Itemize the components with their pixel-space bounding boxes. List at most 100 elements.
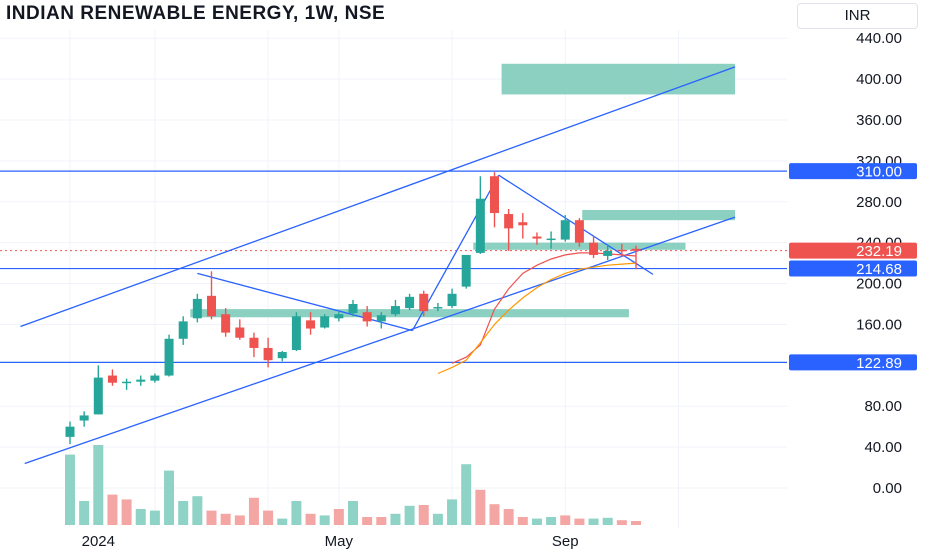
candle-body xyxy=(93,377,103,415)
candle xyxy=(150,373,160,383)
trendline xyxy=(20,66,736,328)
level-badge-text: 310.00 xyxy=(856,164,902,181)
candle xyxy=(617,243,627,257)
candle-body xyxy=(235,327,245,338)
volume-bar xyxy=(121,499,132,525)
candle-body xyxy=(263,347,273,361)
candle-body xyxy=(164,338,174,376)
candle xyxy=(277,351,287,362)
candle-body xyxy=(306,320,316,329)
zone-rect xyxy=(582,209,736,221)
y-tick-label: 200.00 xyxy=(856,276,902,293)
grid xyxy=(0,30,787,528)
candle-body xyxy=(546,238,556,241)
candle-body xyxy=(150,375,160,381)
volume-bar xyxy=(447,499,458,525)
y-tick-label: 280.00 xyxy=(856,194,902,211)
candle xyxy=(362,306,372,327)
trendline xyxy=(24,216,736,465)
candle xyxy=(164,334,174,377)
candle-body xyxy=(518,222,528,226)
y-axis: 440.00400.00360.00320.00280.00240.00200.… xyxy=(856,30,902,497)
volume-bar xyxy=(348,501,358,525)
volume-bar xyxy=(432,513,443,525)
last-price-badge-bg xyxy=(789,242,917,259)
candle xyxy=(574,218,584,247)
candle-body xyxy=(532,236,542,239)
candle-body xyxy=(419,293,429,312)
candle xyxy=(532,232,542,245)
volume-bar xyxy=(489,504,500,525)
candle xyxy=(178,316,188,345)
volume-bar xyxy=(164,470,175,525)
ma-fast-line xyxy=(451,252,637,364)
candle xyxy=(291,312,301,352)
trendline xyxy=(197,272,413,332)
candle xyxy=(221,308,231,337)
candle xyxy=(235,319,245,340)
level-badge-bg xyxy=(789,260,917,277)
candle-body xyxy=(461,254,471,287)
candle xyxy=(192,293,202,323)
candle xyxy=(207,271,216,320)
candle-body xyxy=(334,314,344,319)
volume-bar xyxy=(616,520,627,525)
candle xyxy=(65,421,75,445)
candle-body xyxy=(589,242,599,255)
candle-body xyxy=(277,352,287,359)
last-price-badge: 232.19 xyxy=(789,242,917,260)
level-badge: 122.89 xyxy=(789,354,917,372)
volume-bar xyxy=(178,501,189,525)
volume-bar xyxy=(206,510,217,525)
candle xyxy=(320,314,330,329)
candle-body xyxy=(617,249,627,252)
candle-body xyxy=(631,248,641,251)
x-axis: 2024 May Sep xyxy=(82,533,579,550)
candle-body xyxy=(122,381,132,384)
level-badge: 214.68 xyxy=(789,260,917,278)
volume-bar xyxy=(319,515,330,525)
candle xyxy=(348,299,358,317)
candle xyxy=(93,365,103,415)
candle xyxy=(390,299,400,317)
candle xyxy=(518,213,528,239)
candle-body xyxy=(504,214,514,229)
volume-bar xyxy=(93,445,104,525)
candle xyxy=(560,215,570,242)
candle-body xyxy=(376,315,386,322)
volume-bar xyxy=(305,513,316,525)
zone-rect xyxy=(501,63,736,95)
candle-body xyxy=(405,296,415,309)
volume-bar xyxy=(263,510,274,525)
volume-bar xyxy=(602,517,613,525)
volume-bar xyxy=(574,518,585,525)
candle xyxy=(376,312,386,329)
candle xyxy=(546,231,556,249)
volume-bar xyxy=(234,515,245,525)
candle-body xyxy=(291,316,301,351)
volume-bar xyxy=(362,517,373,525)
chart-title: INDIAN RENEWABLE ENERGY, 1W, NSE xyxy=(6,3,386,24)
volume-bar xyxy=(220,513,231,525)
y-tick-label: 0.00 xyxy=(873,480,902,497)
candle xyxy=(107,369,117,386)
candle-body xyxy=(390,306,400,315)
candle xyxy=(419,290,429,317)
volume-bar xyxy=(517,517,528,525)
candle-body xyxy=(192,298,202,319)
x-tick-label: 2024 xyxy=(82,533,115,550)
candle-body xyxy=(574,220,584,243)
currency-button[interactable]: INR xyxy=(797,3,918,29)
candle-body xyxy=(447,293,457,307)
candle xyxy=(306,312,316,335)
volume-bar xyxy=(546,517,557,525)
level-badge-bg xyxy=(789,163,917,180)
volume-bar xyxy=(503,509,514,525)
candle-body xyxy=(490,176,499,214)
candle-body xyxy=(207,295,216,317)
candle xyxy=(79,411,89,427)
y-tick-label: 160.00 xyxy=(856,316,902,333)
candle xyxy=(405,293,415,311)
candle xyxy=(122,378,132,390)
